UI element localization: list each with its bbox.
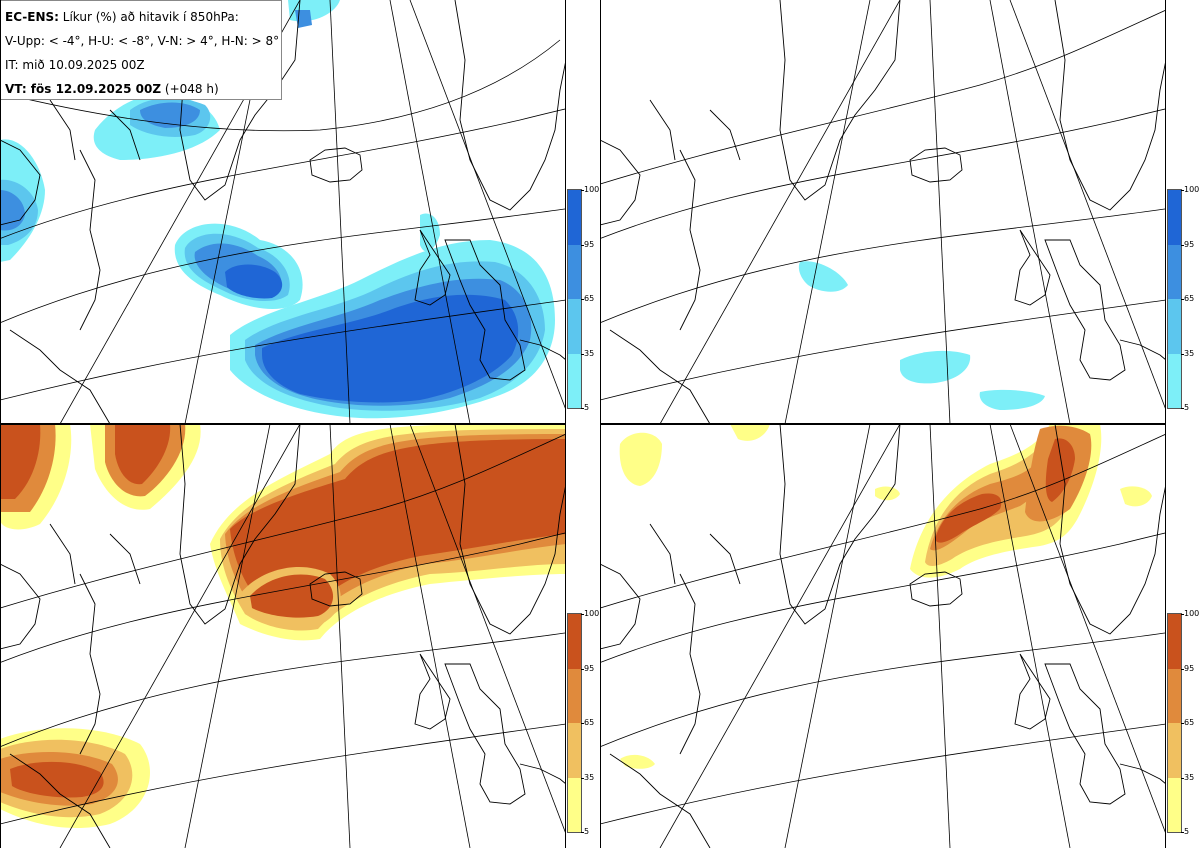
colorbar-tick-label: 35 bbox=[584, 348, 595, 358]
map-panel-warm-8 bbox=[600, 424, 1166, 848]
map-panel-cold-4: EC-ENS: Líkur (%) að hitavik í 850hPa: V… bbox=[0, 0, 566, 424]
colorbar-tick-mark bbox=[1181, 353, 1184, 355]
colorbar-tick-mark bbox=[581, 353, 584, 355]
colorbar-tick-mark bbox=[1181, 777, 1184, 779]
colorbar-tick-mark bbox=[581, 408, 584, 409]
model-name: EC-ENS: bbox=[5, 10, 59, 24]
legend-issue-time: IT: mið 10.09.2025 00Z bbox=[5, 58, 145, 72]
colorbar-segment bbox=[568, 614, 581, 669]
colorbar-segment bbox=[568, 668, 581, 723]
colorbar-segment bbox=[568, 190, 581, 245]
colorbar-tick-label: 100 bbox=[584, 609, 600, 618]
colorbar-tick-mark bbox=[1181, 299, 1184, 300]
colorbar-segment bbox=[1168, 723, 1181, 778]
colorbar-cold: 100 95 65 35 5 bbox=[567, 186, 599, 412]
graticule bbox=[600, 0, 1166, 424]
panel-border bbox=[1165, 0, 1166, 848]
colorbar-tick-mark bbox=[1181, 668, 1184, 670]
map-panel-cold-8 bbox=[600, 0, 1166, 424]
colorbar-tick-mark bbox=[1181, 723, 1184, 724]
legend-valid-time: VT: fös 12.09.2025 00Z bbox=[5, 82, 162, 96]
colorbar-tick-mark bbox=[581, 299, 584, 300]
colorbar-segment bbox=[1168, 668, 1181, 723]
colorbar-cold: 100 95 65 35 5 bbox=[1167, 186, 1199, 412]
colorbar-tick-label: 5 bbox=[1184, 403, 1190, 412]
probability-field bbox=[0, 424, 566, 829]
colorbar-tick-label: 100 bbox=[1184, 609, 1200, 618]
graticule bbox=[600, 424, 1166, 848]
colorbar-tick-label: 35 bbox=[584, 772, 595, 782]
colorbar-tick-label: 95 bbox=[584, 663, 595, 673]
colorbar-tick-label: 5 bbox=[584, 827, 590, 836]
colorbar-segment bbox=[568, 244, 581, 299]
colorbar-segment bbox=[568, 353, 581, 408]
colorbar-tick-mark bbox=[1181, 190, 1184, 191]
colorbar-tick-label: 35 bbox=[1184, 348, 1195, 358]
colorbar-warm: 100 95 65 35 5 bbox=[567, 610, 599, 836]
colorbar-tick-mark bbox=[581, 190, 584, 191]
colorbar-tick-label: 95 bbox=[584, 239, 595, 249]
colorbar-tick-label: 65 bbox=[584, 718, 595, 727]
panel-border bbox=[0, 0, 1, 848]
colorbar-tick-label: 95 bbox=[1184, 239, 1195, 249]
colorbar-segment bbox=[568, 299, 581, 354]
colorbar-tick-label: 5 bbox=[584, 403, 590, 412]
colorbar-tick-label: 5 bbox=[1184, 827, 1190, 836]
probability-field bbox=[619, 424, 1152, 769]
probability-field bbox=[798, 261, 1045, 410]
colorbar-tick-mark bbox=[1181, 408, 1184, 409]
colorbar-tick-mark bbox=[1181, 244, 1184, 246]
colorbar-segment bbox=[1168, 244, 1181, 299]
colorbar-segment bbox=[1168, 353, 1181, 408]
panel-divider bbox=[0, 423, 566, 425]
colorbar-warm: 100 95 65 35 5 bbox=[1167, 610, 1199, 836]
colorbar-tick-mark bbox=[581, 723, 584, 724]
colorbar-tick-mark bbox=[581, 832, 584, 833]
colorbar-tick-mark bbox=[581, 244, 584, 246]
coastline bbox=[600, 424, 1166, 848]
coastline bbox=[600, 0, 1166, 424]
map-cold-4 bbox=[0, 0, 566, 424]
colorbar-segment bbox=[568, 723, 581, 778]
legend-title-line: EC-ENS: Líkur (%) að hitavik í 850hPa: bbox=[5, 5, 281, 29]
probability-field bbox=[0, 0, 555, 419]
colorbar-tick-label: 65 bbox=[1184, 718, 1195, 727]
map-warm-8 bbox=[600, 424, 1166, 848]
map-warm-4 bbox=[0, 424, 566, 848]
panel-border bbox=[565, 0, 566, 848]
panel-border bbox=[600, 0, 601, 848]
colorbar-tick-mark bbox=[581, 777, 584, 779]
graticule bbox=[0, 424, 566, 848]
colorbar-tick-mark bbox=[1181, 832, 1184, 833]
colorbar-segment bbox=[1168, 190, 1181, 245]
graticule bbox=[0, 0, 566, 424]
colorbar-tick-label: 95 bbox=[1184, 663, 1195, 673]
legend-valid-line: VT: fös 12.09.2025 00Z (+048 h) bbox=[5, 77, 281, 101]
colorbar-segment bbox=[1168, 777, 1181, 832]
colorbar-tick-label: 65 bbox=[584, 294, 595, 303]
colorbar-tick-mark bbox=[1181, 614, 1184, 615]
colorbar-tick-mark bbox=[581, 668, 584, 670]
colorbar-segment bbox=[1168, 614, 1181, 669]
legend-lead-time: (+048 h) bbox=[164, 82, 219, 96]
colorbar-segment bbox=[1168, 299, 1181, 354]
map-cold-8 bbox=[600, 0, 1166, 424]
colorbar-tick-label: 100 bbox=[584, 185, 600, 194]
panel-divider bbox=[600, 423, 1166, 425]
legend-title: Líkur (%) að hitavik í 850hPa: bbox=[62, 10, 239, 24]
map-panel-warm-4 bbox=[0, 424, 566, 848]
legend-thresholds: V-Upp: < -4°, H-U: < -8°, V-N: > 4°, H-N… bbox=[5, 34, 280, 48]
colorbar-tick-mark bbox=[581, 614, 584, 615]
legend-box: EC-ENS: Líkur (%) að hitavik í 850hPa: V… bbox=[0, 0, 282, 100]
colorbar-segment bbox=[568, 777, 581, 832]
colorbar-tick-label: 35 bbox=[1184, 772, 1195, 782]
coastline bbox=[0, 424, 566, 848]
colorbar-tick-label: 100 bbox=[1184, 185, 1200, 194]
colorbar-tick-label: 65 bbox=[1184, 294, 1195, 303]
